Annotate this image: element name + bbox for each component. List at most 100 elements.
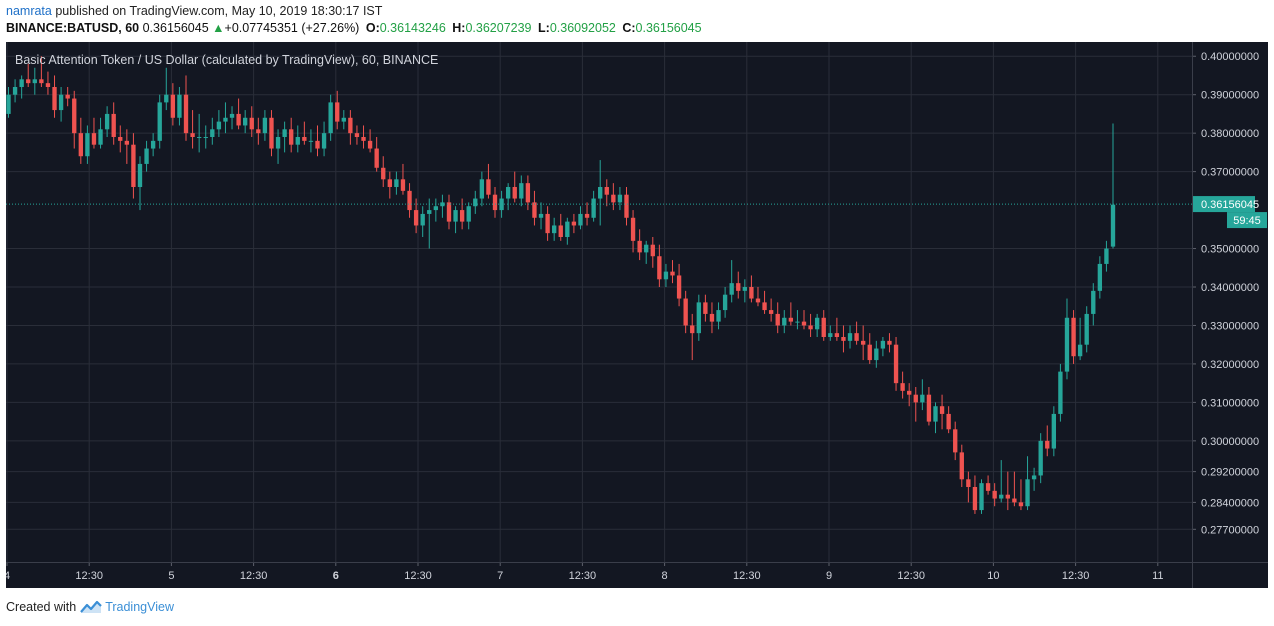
candle-body <box>558 225 563 237</box>
candle-body <box>657 256 662 280</box>
candle-body <box>341 117 346 122</box>
created-with-text: Created with <box>6 600 77 614</box>
candle-body <box>492 194 498 211</box>
candle-body <box>768 310 774 314</box>
candle-body <box>690 325 695 334</box>
author-link[interactable]: namrata <box>6 4 52 18</box>
candle-body <box>196 137 202 138</box>
low-label: L: <box>538 21 550 35</box>
x-tick-label: 7 <box>497 570 503 582</box>
candle-body <box>446 202 452 222</box>
x-tick-label: 12:30 <box>75 570 103 582</box>
x-tick-label: 5 <box>168 570 174 582</box>
candle-body <box>210 129 215 137</box>
candle-body <box>532 202 537 218</box>
x-tick-label: 12:30 <box>240 570 268 582</box>
x-tick-label: 12:30 <box>1062 570 1090 582</box>
candles <box>6 56 1116 514</box>
x-tick-label: 4 <box>6 570 10 582</box>
candle-body <box>39 79 44 84</box>
low-value: 0.36092052 <box>549 21 616 35</box>
close-label: C: <box>622 21 636 35</box>
candle-body <box>742 287 748 291</box>
candle-body <box>933 406 938 422</box>
tradingview-link[interactable]: TradingView <box>105 600 174 614</box>
published-text: published on TradingView.com, May 10, 20… <box>55 4 383 18</box>
candle-body <box>131 144 136 187</box>
candle-body <box>630 217 636 241</box>
chart-svg[interactable]: 0.36156045 59:45 0.40000000 0.39000000 0.38… <box>4 42 1268 588</box>
candle-body <box>1058 371 1063 414</box>
candle-body <box>959 452 964 480</box>
x-tick-label: 12:30 <box>569 570 597 582</box>
candle-body <box>413 210 419 226</box>
x-tick-label: 9 <box>826 570 832 582</box>
symbol: BINANCE:BATUSD, 60 <box>6 21 140 35</box>
grid <box>6 42 1192 562</box>
x-tick-label: 12:30 <box>897 570 925 582</box>
candle-body <box>19 79 24 87</box>
candle-body <box>479 179 485 199</box>
candle-body <box>203 137 208 138</box>
price-chart[interactable]: 0.36156045 59:45 0.40000000 0.39000000 0.38… <box>4 42 1268 588</box>
candle-body <box>394 179 399 187</box>
candle-body <box>538 213 544 218</box>
candle-body <box>98 129 103 145</box>
y-tick-label: 0.30000000 <box>1201 436 1259 448</box>
high-value: 0.36207239 <box>465 21 532 35</box>
high-label: H: <box>452 21 466 35</box>
candle-body <box>867 344 872 361</box>
candle-body <box>1097 263 1103 291</box>
y-tick-label: 0.34000000 <box>1201 282 1259 294</box>
candle-body <box>1018 502 1024 507</box>
candle-body <box>834 333 840 337</box>
candle-body <box>486 179 491 195</box>
countdown-tag <box>1227 212 1267 229</box>
candle-body <box>624 194 629 218</box>
candle-body <box>236 113 241 126</box>
candle-body <box>381 167 386 180</box>
candle-body <box>177 94 182 118</box>
candle-body <box>124 140 130 145</box>
candle-body <box>814 317 820 330</box>
candle-body <box>519 183 524 199</box>
open-value: 0.36143246 <box>379 21 446 35</box>
candle-body <box>795 321 800 323</box>
candle-body <box>1005 494 1010 499</box>
candle-body <box>387 179 392 187</box>
y-tick-label: 0.28400000 <box>1201 497 1259 509</box>
candle-body <box>440 202 445 207</box>
candle-body <box>676 275 682 299</box>
chart-background <box>6 42 1268 588</box>
candle-body <box>979 483 984 511</box>
candle-body <box>854 333 859 341</box>
x-tick-label: 12:30 <box>733 570 761 582</box>
candle-body <box>591 198 596 218</box>
candle-body <box>552 225 557 234</box>
candle-body <box>900 383 905 391</box>
candle-body <box>505 187 511 199</box>
candle-body <box>308 140 314 142</box>
candle-body <box>407 190 412 211</box>
candle-body <box>111 113 116 137</box>
candle-body <box>466 206 471 222</box>
candle-body <box>1025 479 1030 507</box>
x-tick-label: 12:30 <box>404 570 432 582</box>
candle-body <box>920 394 925 403</box>
candle-body <box>453 210 458 222</box>
candle-body <box>32 79 37 84</box>
candle-body <box>953 429 958 453</box>
y-tick-label: 0.38000000 <box>1201 128 1259 140</box>
candle-body <box>65 94 70 99</box>
candle-body <box>663 271 669 280</box>
last-price-line: 0.36156045 59:45 <box>6 196 1267 229</box>
candle-body <box>644 244 649 253</box>
candle-body <box>808 325 813 330</box>
candle-body <box>275 137 281 149</box>
candle-body <box>104 113 110 130</box>
symbol-line: BINANCE:BATUSD, 60 0.36156045 ▲+0.077453… <box>6 21 702 35</box>
candle-body <box>762 302 767 311</box>
candle-body <box>887 340 892 345</box>
candle-body <box>367 140 373 149</box>
candle-body <box>229 113 235 118</box>
